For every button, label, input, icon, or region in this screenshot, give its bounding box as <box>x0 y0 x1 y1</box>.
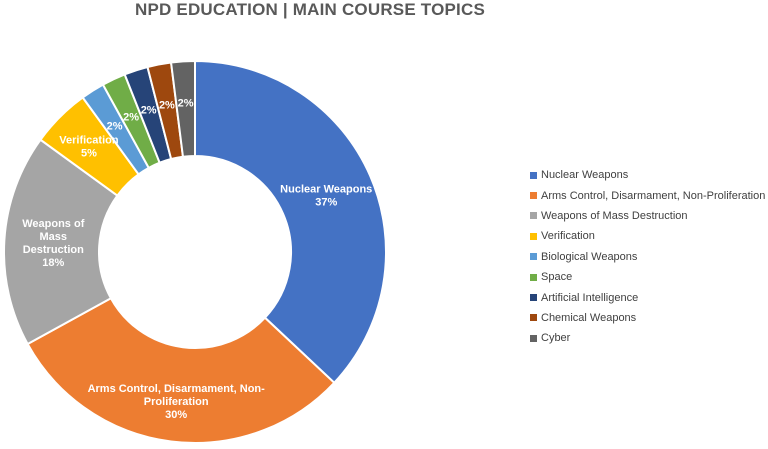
slice-label-biological-weapons: 2% <box>107 120 123 132</box>
legend-label: Biological Weapons <box>541 250 638 263</box>
chart-legend: Nuclear Weapons Arms Control, Disarmament… <box>530 165 765 349</box>
donut-slices <box>3 59 387 444</box>
legend-item-nuclear-weapons: Nuclear Weapons <box>530 165 765 185</box>
legend-item-chemical-weapons: Chemical Weapons <box>530 308 765 328</box>
legend-item-weapons-of-mass-destruction: Weapons of Mass Destruction <box>530 206 765 226</box>
legend-label: Verification <box>541 230 595 243</box>
legend-label: Space <box>541 271 573 284</box>
legend-label: Weapons of Mass Destruction <box>541 209 688 222</box>
slice-label-verification: Verification 5% <box>59 134 119 159</box>
slice-label-nuclear-weapons: Nuclear Weapons 37% <box>280 184 372 209</box>
legend-item-cyber: Cyber <box>530 328 765 348</box>
slice-nuclear-weapons <box>194 59 387 385</box>
legend-swatch <box>530 232 537 240</box>
slice-label-arms-control-disarmament-non-proliferation: Arms Control, Disarmament, Non-Prolifera… <box>88 383 266 421</box>
legend-swatch <box>530 314 537 322</box>
chart-title: NPD EDUCATION | MAIN COURSE TOPICS <box>134 0 485 19</box>
legend-item-artificial-intelligence: Artificial Intelligence <box>530 287 765 307</box>
slice-label-space: 2% <box>123 111 139 123</box>
legend-item-space: Space <box>530 267 765 287</box>
legend-item-verification: Verification <box>530 226 765 246</box>
slice-cyber <box>169 59 196 158</box>
legend-swatch <box>530 273 537 281</box>
legend-swatch <box>530 171 537 179</box>
legend-swatch <box>530 253 537 261</box>
legend-label: Chemical Weapons <box>541 311 637 324</box>
legend-swatch <box>530 294 537 302</box>
legend-label: Arms Control, Disarmament, Non-Prolifera… <box>541 189 766 202</box>
slice-label-artificial-intelligence: 2% <box>141 104 157 116</box>
legend-swatch <box>530 334 537 342</box>
slice-label-chemical-weapons: 2% <box>159 100 175 112</box>
slice-labels: Nuclear Weapons 37% Arms Control, Disarmam… <box>22 97 372 421</box>
slice-label-weapons-of-mass-destruction: Weapons of Mass Destruction 18% <box>22 218 84 269</box>
slice-label-cyber: 2% <box>178 97 194 109</box>
slice-weapons-of-mass-destruction <box>3 138 119 346</box>
legend-item-biological-weapons: Biological Weapons <box>530 247 765 267</box>
legend-item-arms-control-disarmament-non-proliferation: Arms Control, Disarmament, Non-Prolifera… <box>530 185 765 205</box>
legend-swatch <box>530 212 537 220</box>
legend-label: Artificial Intelligence <box>541 291 639 304</box>
legend-label: Nuclear Weapons <box>541 169 629 182</box>
legend-label: Cyber <box>541 332 571 345</box>
legend-swatch <box>530 192 537 200</box>
slice-arms-control-disarmament-non-proliferation <box>26 296 336 444</box>
